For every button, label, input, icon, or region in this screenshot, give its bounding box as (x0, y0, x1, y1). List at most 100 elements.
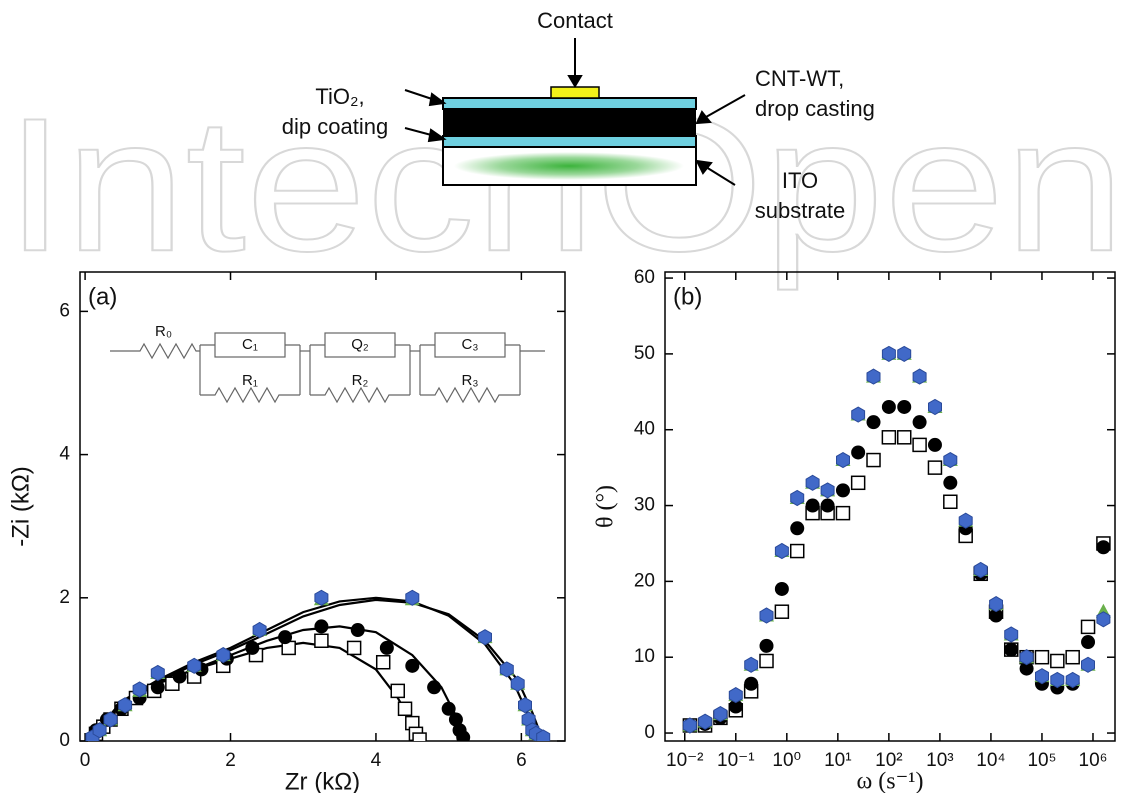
point (881, 399, 896, 414)
point (1096, 611, 1111, 628)
plot-area (85, 589, 551, 741)
point (835, 505, 851, 521)
point (851, 445, 866, 460)
point (836, 452, 850, 469)
point (912, 437, 927, 453)
point (478, 629, 492, 646)
point (881, 345, 896, 362)
point (759, 607, 774, 624)
x-tick-label: 10² (875, 750, 902, 771)
point (774, 542, 789, 560)
cnt-layer (443, 109, 696, 136)
point (448, 712, 463, 727)
point (405, 589, 420, 606)
x-tick-label: 4 (371, 750, 382, 771)
point (989, 596, 1003, 613)
point (216, 647, 231, 664)
point (375, 654, 391, 670)
point (456, 730, 471, 741)
tio2-top (442, 97, 697, 110)
point (1081, 656, 1095, 673)
circuit-label: Q₂ (351, 336, 369, 353)
plot-frame (664, 271, 1116, 742)
point (150, 680, 165, 695)
point (973, 561, 988, 579)
y-tick-label: 0 (644, 722, 655, 743)
point (499, 661, 514, 678)
point (510, 675, 525, 692)
point (1081, 635, 1096, 650)
point (390, 683, 406, 699)
y-tick-label: 4 (59, 444, 70, 465)
point (789, 543, 805, 559)
point (943, 494, 958, 510)
point (1004, 642, 1019, 657)
x-tick-label: 10⁴ (976, 750, 1005, 771)
point (820, 482, 835, 499)
point (835, 483, 850, 498)
point (744, 676, 759, 691)
point (1096, 540, 1111, 555)
point (405, 658, 420, 673)
point (896, 430, 912, 445)
point (314, 619, 329, 634)
point (881, 430, 897, 445)
point (958, 512, 973, 529)
point (427, 680, 442, 695)
point (314, 589, 329, 606)
point (698, 713, 713, 730)
y-axis-title: θ (°) (593, 485, 619, 528)
point (1019, 661, 1034, 676)
point (866, 368, 881, 385)
x-tick-label: 0 (80, 750, 91, 771)
circuit-label: R₃ (462, 372, 479, 389)
point (1019, 649, 1034, 666)
point (245, 640, 260, 655)
point (744, 656, 759, 673)
point (989, 608, 1004, 623)
x-tick-label: 10³ (926, 750, 953, 771)
x-tick-label: 10⁻¹ (717, 750, 755, 771)
point (1065, 671, 1080, 689)
point (132, 681, 147, 698)
point (314, 633, 329, 649)
point (851, 406, 866, 423)
x-axis-title: Zr (kΩ) (285, 768, 360, 793)
x-tick-label: 10⁻² (666, 750, 704, 771)
y-axis-title: -Zi (kΩ) (7, 466, 34, 547)
y-tick-label: 0 (59, 730, 70, 751)
label-cnt: drop casting (755, 96, 875, 121)
point (928, 398, 942, 416)
point (379, 640, 394, 655)
point (536, 729, 551, 741)
point (1034, 649, 1050, 665)
panel-label: (a) (88, 283, 117, 310)
point (728, 699, 743, 714)
y-tick-label: 10 (634, 646, 655, 667)
tio2-bottom (442, 135, 697, 148)
point (441, 701, 456, 716)
point (912, 368, 927, 385)
x-tick-label: 6 (516, 750, 527, 771)
point (897, 399, 912, 414)
point (897, 345, 912, 362)
point (805, 474, 820, 491)
point (1050, 653, 1065, 669)
point (397, 701, 413, 717)
label-tio2: dip coating (282, 114, 388, 139)
device-stack: Contact TiO₂, dip coating CNT-WT, drop c… (282, 8, 875, 223)
point (150, 664, 165, 682)
circuit-label: R₂ (352, 372, 369, 389)
circuit-label: R₀ (155, 323, 172, 340)
circuit-label: C₃ (462, 336, 479, 353)
point (927, 460, 943, 475)
x-axis-title: ω (s⁻¹) (857, 769, 924, 793)
y-tick-label: 40 (634, 419, 655, 440)
point (774, 581, 789, 596)
point (412, 732, 427, 741)
point (1065, 649, 1080, 665)
point (518, 697, 532, 714)
label-cnt: CNT-WT, (755, 66, 844, 91)
point (943, 475, 958, 490)
point (774, 604, 790, 619)
